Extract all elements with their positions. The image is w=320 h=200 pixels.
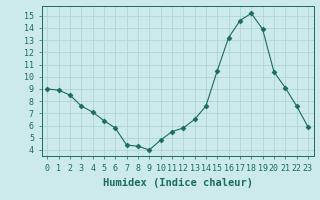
X-axis label: Humidex (Indice chaleur): Humidex (Indice chaleur) bbox=[103, 178, 252, 188]
